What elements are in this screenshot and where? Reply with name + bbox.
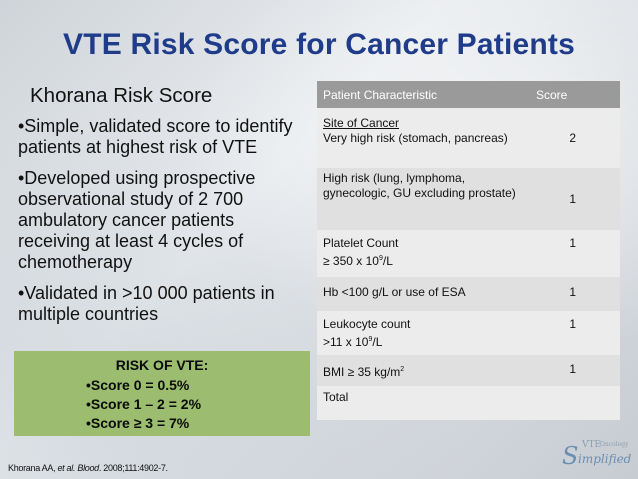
score-cell: 1 (530, 355, 620, 386)
characteristic-text: Total (323, 390, 349, 404)
superscript: 9 (368, 336, 373, 343)
table-row: Leukocyte count >11 x 109/L 1 (317, 311, 620, 355)
citation-details: . 2008;111:4902-7. (98, 463, 168, 473)
risk-line-2: •Score 1 – 2 = 2% (86, 396, 202, 412)
unit-tail: /L (382, 254, 393, 268)
logo-letter: S (562, 442, 579, 470)
characteristic-text: Hb <100 g/L or use of ESA (323, 285, 466, 299)
table-header-row: Patient Characteristic Score (317, 81, 620, 108)
characteristic-cell: BMI ≥ 35 kg/m2 (317, 355, 530, 386)
slide-title: VTE Risk Score for Cancer Patients (63, 28, 575, 61)
characteristic-cell: Hb <100 g/L or use of ESA (317, 277, 530, 311)
characteristic-value: BMI ≥ 35 kg/m (323, 365, 401, 379)
vte-oncology-simplified-logo: S VTE Oncology implified (562, 440, 631, 470)
score-cell: 2 (530, 108, 620, 168)
table-row: Hb <100 g/L or use of ESA 1 (317, 277, 620, 311)
score-cell: 1 (530, 311, 620, 355)
logo-vte: VTE (582, 440, 602, 450)
bullet-2: •Developed using prospective observation… (18, 168, 256, 272)
bullet-1: •Simple, validated score to identify pat… (18, 116, 293, 157)
table-row: Total (317, 386, 620, 420)
characteristic-text: High risk (lung, lymphoma, gynecologic, … (323, 171, 516, 200)
risk-of-vte-box: RISK OF VTE: •Score 0 = 0.5% •Score 1 – … (14, 351, 310, 436)
citation: Khorana AA, et al. Blood. 2008;111:4902-… (8, 463, 168, 473)
unit-tail: /L (372, 335, 383, 349)
superscript: 2 (400, 366, 405, 373)
characteristic-cell: Leukocyte count >11 x 109/L (317, 311, 530, 355)
characteristic-value: >11 x 10 (323, 335, 369, 349)
left-column: Khorana Risk Score •Simple, validated sc… (18, 84, 310, 335)
superscript: 9 (378, 255, 383, 262)
characteristic-text: ≥ 350 x 109/L (323, 251, 524, 269)
citation-journal: et al. Blood (57, 463, 99, 473)
characteristic-cell: Platelet Count ≥ 350 x 109/L (317, 230, 530, 277)
header-score: Score (530, 81, 620, 108)
bullet-3: •Validated in >10 000 patients in multip… (18, 283, 275, 324)
characteristic-cell: Site of Cancer Very high risk (stomach, … (317, 108, 530, 168)
characteristic-cell: High risk (lung, lymphoma, gynecologic, … (317, 168, 530, 230)
category-label: Leukocyte count (323, 317, 411, 331)
characteristic-text: Very high risk (stomach, pancreas) (323, 131, 508, 145)
category-label: Site of Cancer (323, 116, 400, 130)
table-row: Site of Cancer Very high risk (stomach, … (317, 108, 620, 168)
characteristic-cell: Total (317, 386, 530, 420)
khorana-score-table: Patient Characteristic Score Site of Can… (317, 81, 620, 420)
characteristic-value: ≥ 350 x 10 (323, 254, 379, 268)
logo-word: implified (578, 452, 632, 466)
risk-title: RISK OF VTE: (115, 357, 209, 373)
citation-authors: Khorana AA, (8, 463, 58, 473)
score-cell (530, 386, 620, 420)
table-row: High risk (lung, lymphoma, gynecologic, … (317, 168, 620, 230)
category-label: Platelet Count (323, 236, 399, 250)
table-row: Platelet Count ≥ 350 x 109/L 1 (317, 230, 620, 277)
characteristic-text: >11 x 109/L (323, 332, 524, 350)
score-cell: 1 (530, 230, 620, 277)
logo-oncology: Oncology (600, 441, 629, 448)
section-heading: Khorana Risk Score (30, 84, 213, 107)
score-cell: 1 (530, 277, 620, 311)
risk-line-3: •Score ≥ 3 = 7% (86, 415, 190, 431)
score-cell: 1 (530, 168, 620, 230)
characteristic-text: BMI ≥ 35 kg/m2 (323, 362, 524, 380)
table-row: BMI ≥ 35 kg/m2 1 (317, 355, 620, 386)
risk-line-1: •Score 0 = 0.5% (86, 377, 190, 393)
header-characteristic: Patient Characteristic (317, 81, 530, 108)
